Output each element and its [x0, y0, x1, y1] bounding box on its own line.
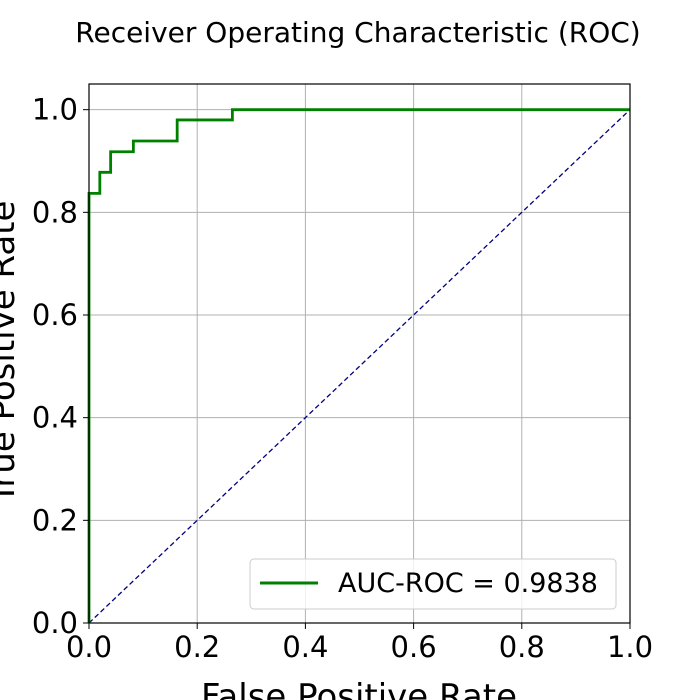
legend-box	[249, 558, 617, 610]
y-tick-label: 0.4	[32, 401, 78, 435]
legend: AUC-ROC = 0.9838	[249, 558, 617, 610]
x-tick-label: 0.4	[282, 630, 328, 664]
y-tick-label: 0.2	[32, 503, 78, 537]
chance-diagonal-line	[88, 109, 631, 624]
x-axis-label: False Positive Rate	[201, 677, 517, 700]
y-tick-label: 0.8	[32, 195, 78, 229]
chart-title: Receiver Operating Characteristic (ROC)	[75, 16, 640, 49]
legend-label: AUC-ROC = 0.9838	[338, 568, 598, 599]
ticks: 0.0 0.2 0.4 0.6 0.8 1.0 0.0 0.2 0.4 0.6 0.8 1.0	[32, 93, 653, 664]
plot-frame	[88, 83, 631, 624]
y-tick-label: 1.0	[32, 93, 78, 127]
x-tick-label: 1.0	[607, 630, 653, 664]
y-tick-label: 0.6	[32, 298, 78, 332]
x-tick-label: 0.0	[66, 630, 112, 664]
x-tick-label: 0.6	[391, 630, 437, 664]
y-axis-label: True Positive Rate	[0, 201, 23, 505]
roc-curve-line	[87, 108, 630, 623]
y-tick-label: 0.0	[32, 606, 78, 640]
series-layer	[87, 108, 631, 624]
x-tick-label: 0.8	[499, 630, 545, 664]
grid	[88, 84, 631, 624]
x-tick-label: 0.2	[174, 630, 220, 664]
